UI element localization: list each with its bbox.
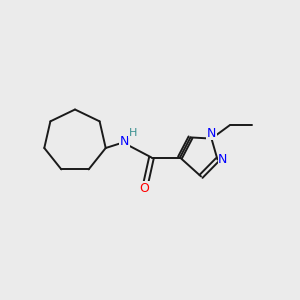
Text: N: N [218,153,228,166]
Text: O: O [139,182,149,195]
Text: N: N [119,135,129,148]
Text: N: N [207,127,216,140]
Text: H: H [128,128,137,138]
